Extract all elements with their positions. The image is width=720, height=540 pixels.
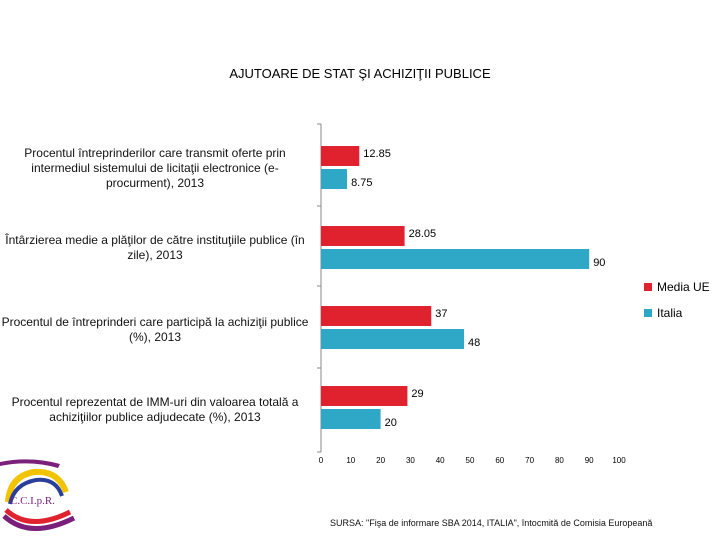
x-tick-label: 70 [525,456,535,465]
legend-swatch-italia [644,309,652,317]
legend-item-media-ue: Media UE [644,274,710,300]
bar-media-ue-procurement-participation [321,306,432,326]
x-tick-label: 0 [318,456,324,465]
bar-media-ue-sme-share [321,386,408,406]
category-label-public-procurement-participation: Procentul de întreprinderi care particip… [1,315,309,344]
legend-label-media-ue: Media UE [657,280,710,294]
bar-media-ue-payment-delay [321,226,405,246]
bar-italia-sme-share [321,409,381,429]
x-tick-label: 90 [584,456,594,465]
logo-text: C.C.I.p.R. [10,495,55,507]
x-tick-label: 50 [465,456,475,465]
x-tick-label: 30 [405,456,415,465]
category-label-eprocurement: Procentul întreprinderilor care transmit… [24,146,286,190]
legend-label-italia: Italia [657,306,683,320]
data-label-media-ue-payment-delay: 28.05 [408,228,437,240]
bar-italia-eprocurement [321,169,348,189]
x-tick-label: 40 [435,456,445,465]
bar-media-ue-eprocurement [321,146,360,166]
x-tick-label: 10 [346,456,356,465]
x-tick-label: 20 [376,456,386,465]
data-label-media-ue-sme-share: 29 [411,388,424,400]
legend-item-italia: Italia [644,300,710,326]
x-tick-label: 80 [554,456,564,465]
bar-italia-procurement-participation [321,329,465,349]
data-label-media-ue-eprocurement: 12.85 [363,148,391,160]
data-label-media-ue-procurement-participation: 37 [435,308,448,320]
chart-title: AJUTOARE DE STAT ŞI ACHIZIŢII PUBLICE [229,66,491,81]
data-label-italia-payment-delay: 90 [593,257,606,269]
source-note: SURSA: "Fişa de informare SBA 2014, ITAL… [330,518,653,528]
chart-legend: Media UE Italia [644,274,710,326]
data-label-italia-eprocurement: 8.75 [351,177,373,189]
x-tick-label: 60 [495,456,505,465]
data-label-italia-procurement-participation: 48 [468,337,481,349]
data-label-italia-sme-share: 20 [384,417,397,429]
category-label-payment-delay: Întârzierea medie a plăţilor de către in… [5,233,305,262]
cci-logo: C.C.I.p.R. [0,459,76,531]
category-label-sme-share: Procentul reprezentat de IMM-uri din val… [11,395,299,424]
bar-italia-payment-delay [321,249,590,269]
x-tick-label: 100 [612,456,626,465]
legend-swatch-media-ue [644,283,652,291]
